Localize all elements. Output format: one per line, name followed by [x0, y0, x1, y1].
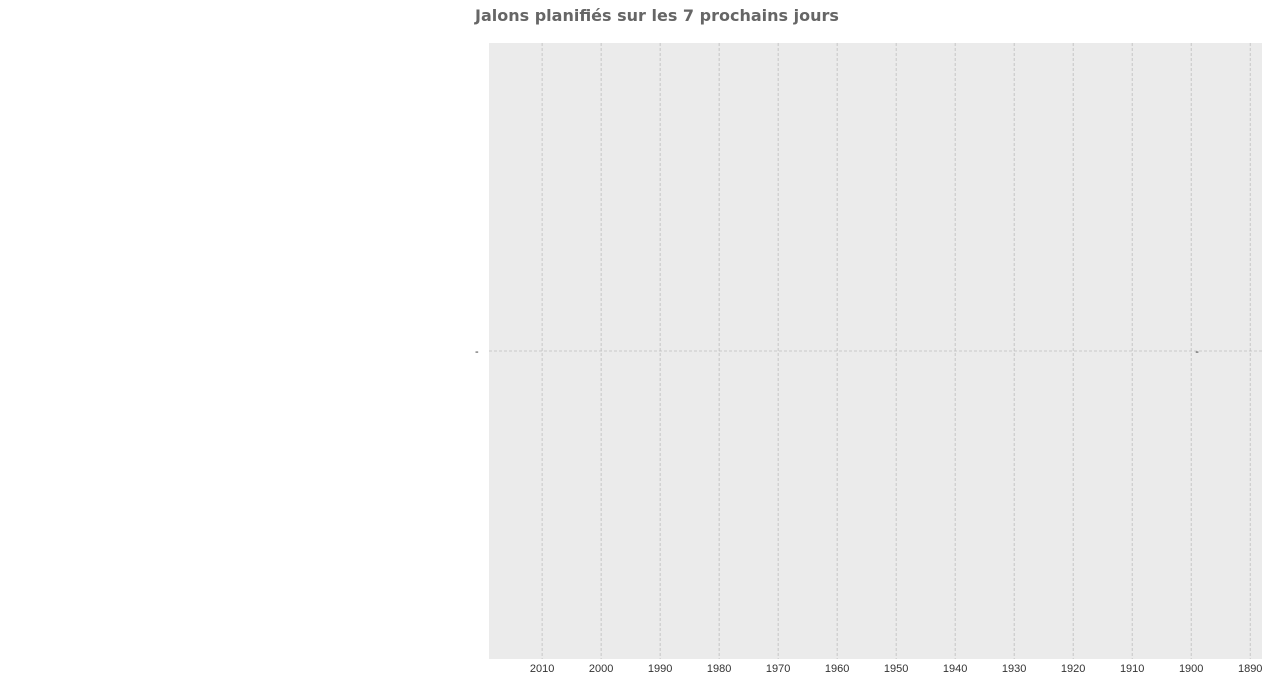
x-tick-label: 1990 — [648, 663, 672, 675]
x-tick-label: 1930 — [1002, 663, 1026, 675]
x-axis-tick-labels: 2010 2000 1990 1980 1970 1960 1950 1940 1930 1920… — [530, 663, 1263, 675]
x-tick-label: 1970 — [766, 663, 790, 675]
y-category-label: - — [475, 346, 479, 358]
x-tick-label: 2000 — [589, 663, 613, 675]
x-tick-label: 1940 — [943, 663, 967, 675]
x-tick-label: 1950 — [884, 663, 908, 675]
x-tick-label: 1900 — [1179, 663, 1203, 675]
data-point-marker[interactable]: - — [1195, 346, 1199, 358]
data-points: - — [1195, 346, 1199, 358]
x-tick-label: 1960 — [825, 663, 849, 675]
x-tick-label: 1910 — [1120, 663, 1144, 675]
x-tick-label: 1920 — [1061, 663, 1085, 675]
chart-title: Jalons planifiés sur les 7 prochains jou… — [475, 6, 839, 25]
x-tick-label: 1980 — [707, 663, 731, 675]
x-tick-label: 2010 — [530, 663, 554, 675]
y-axis-category-labels: - — [475, 346, 479, 358]
x-tick-label: 1890 — [1238, 663, 1262, 675]
